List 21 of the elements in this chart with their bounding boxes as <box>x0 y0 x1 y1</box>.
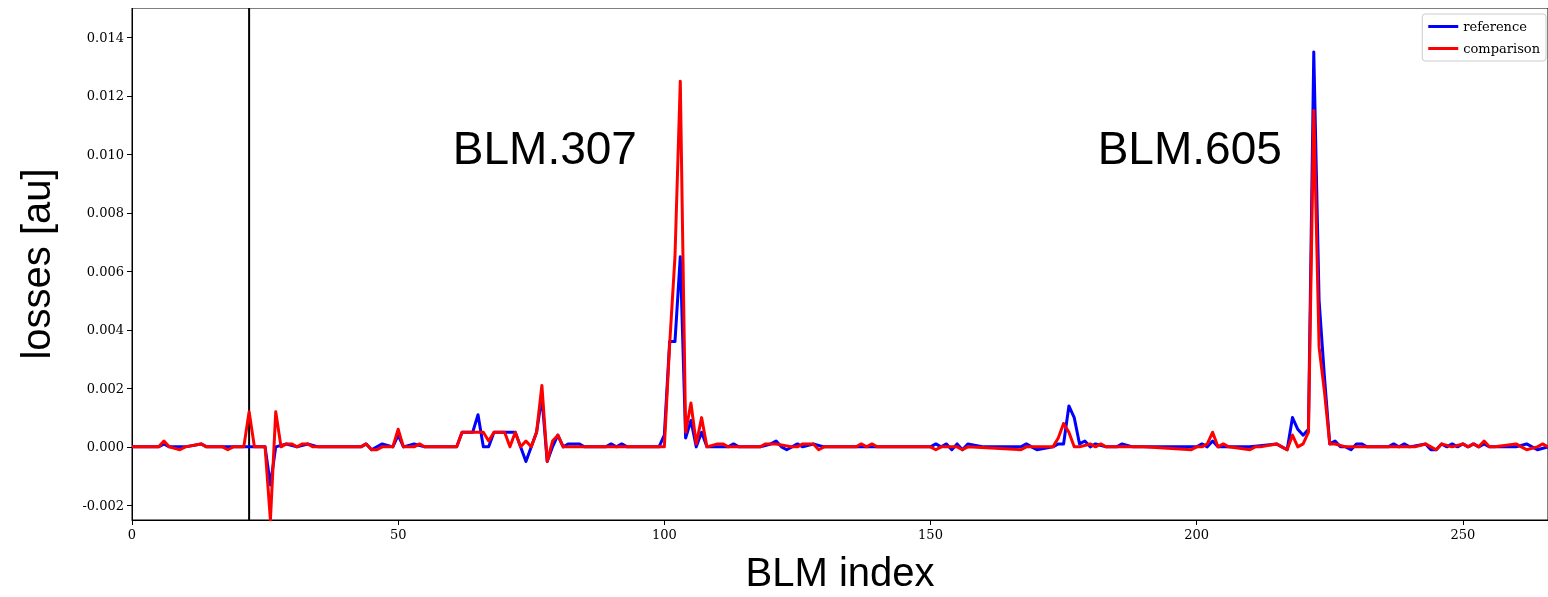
y-tick-label: 0.002 <box>86 380 124 396</box>
y-axis-title: losses [au] <box>14 168 58 360</box>
x-tick-label: 250 <box>1450 527 1476 542</box>
y-tick-label: 0.010 <box>86 146 124 162</box>
y-tick-label: 0.004 <box>86 322 124 338</box>
y-tick-label: 0.006 <box>86 263 124 279</box>
x-tick-label: 150 <box>918 527 943 542</box>
y-tick-label: 0.008 <box>86 205 124 221</box>
y-tick-label: -0.002 <box>82 497 124 513</box>
x-tick-label: 100 <box>651 527 677 542</box>
y-tick-label: 0.000 <box>86 439 124 455</box>
x-tick-label: 200 <box>1184 527 1210 542</box>
y-tick-label: 0.014 <box>86 29 124 45</box>
annotation: BLM.605 <box>1097 122 1282 174</box>
annotation: BLM.307 <box>452 122 637 174</box>
x-axis-title: BLM index <box>745 550 935 594</box>
legend-label: reference <box>1463 19 1528 34</box>
legend-label: comparison <box>1463 41 1541 56</box>
x-tick-label: 50 <box>389 527 407 542</box>
x-tick-label: 0 <box>127 527 137 542</box>
y-tick-label: 0.012 <box>86 88 124 104</box>
